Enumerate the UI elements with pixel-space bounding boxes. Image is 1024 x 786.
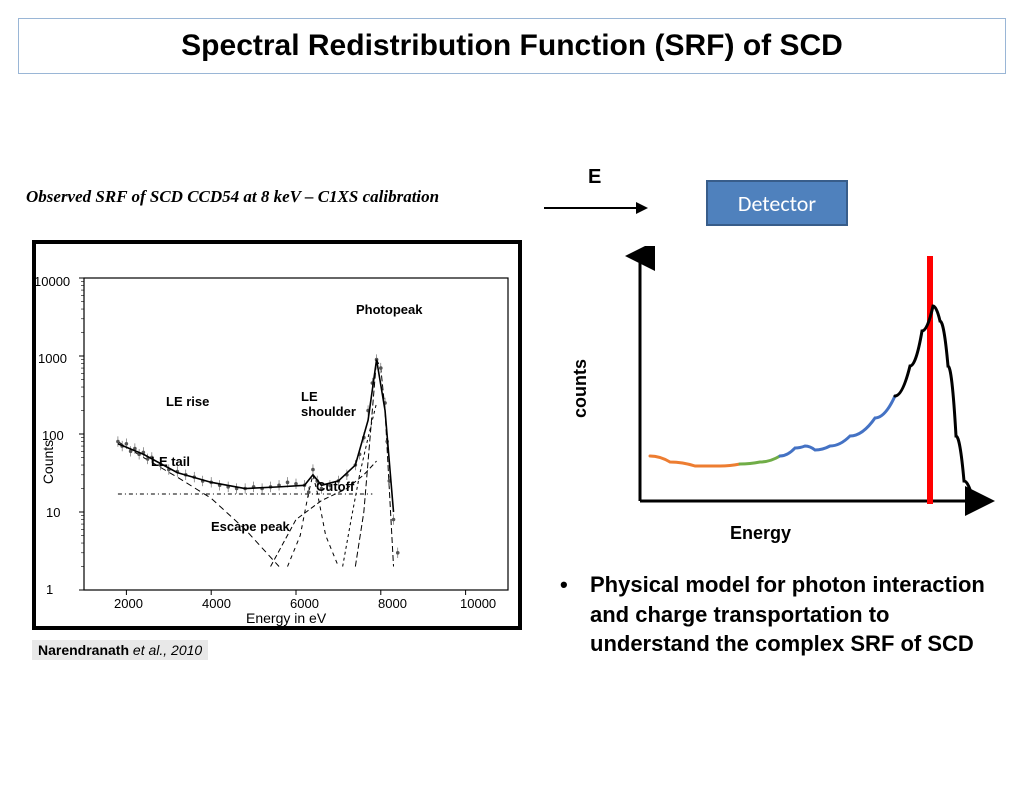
- citation: Narendranath et al., 2010: [32, 640, 208, 660]
- feature-label: Escape peak: [211, 519, 290, 534]
- srf-chart-svg: [36, 244, 518, 626]
- schematic-xlabel: Energy: [730, 523, 791, 544]
- xtick: 8000: [378, 596, 407, 611]
- energy-arrow-icon: [540, 196, 650, 220]
- slide-title: Spectral Redistribution Function (SRF) o…: [18, 18, 1006, 74]
- citation-rest: et al., 2010: [129, 642, 202, 658]
- ytick: 10: [46, 505, 60, 520]
- srf-observed-chart: 1 10 100 1000 10000 2000 4000 6000 8000 …: [32, 240, 522, 630]
- energy-arrow-label: E: [588, 166, 601, 189]
- feature-label: Cutoff: [316, 479, 354, 494]
- xtick: 10000: [460, 596, 496, 611]
- observed-caption: Observed SRF of SCD CCD54 at 8 keV – C1X…: [26, 186, 446, 208]
- feature-label: LE tail: [151, 454, 190, 469]
- xlabel: Energy in eV: [246, 610, 326, 626]
- feature-label: LE shoulder: [301, 389, 356, 419]
- detector-box: Detector: [706, 180, 848, 226]
- xtick: 2000: [114, 596, 143, 611]
- xtick: 6000: [290, 596, 319, 611]
- feature-label: LE rise: [166, 394, 209, 409]
- xtick: 4000: [202, 596, 231, 611]
- ytick: 10000: [34, 274, 70, 289]
- bullet-icon: •: [560, 570, 568, 600]
- ytick: 1: [46, 582, 53, 597]
- schematic-ylabel: counts: [570, 359, 591, 418]
- srf-schematic-chart: [595, 246, 995, 536]
- bullet-text: Physical model for photon interaction an…: [590, 570, 1000, 659]
- feature-label: Photopeak: [356, 302, 422, 317]
- description-bullet: • Physical model for photon interaction …: [560, 570, 1000, 659]
- ylabel: Counts: [40, 440, 56, 484]
- ytick: 1000: [38, 351, 67, 366]
- citation-author: Narendranath: [38, 642, 129, 658]
